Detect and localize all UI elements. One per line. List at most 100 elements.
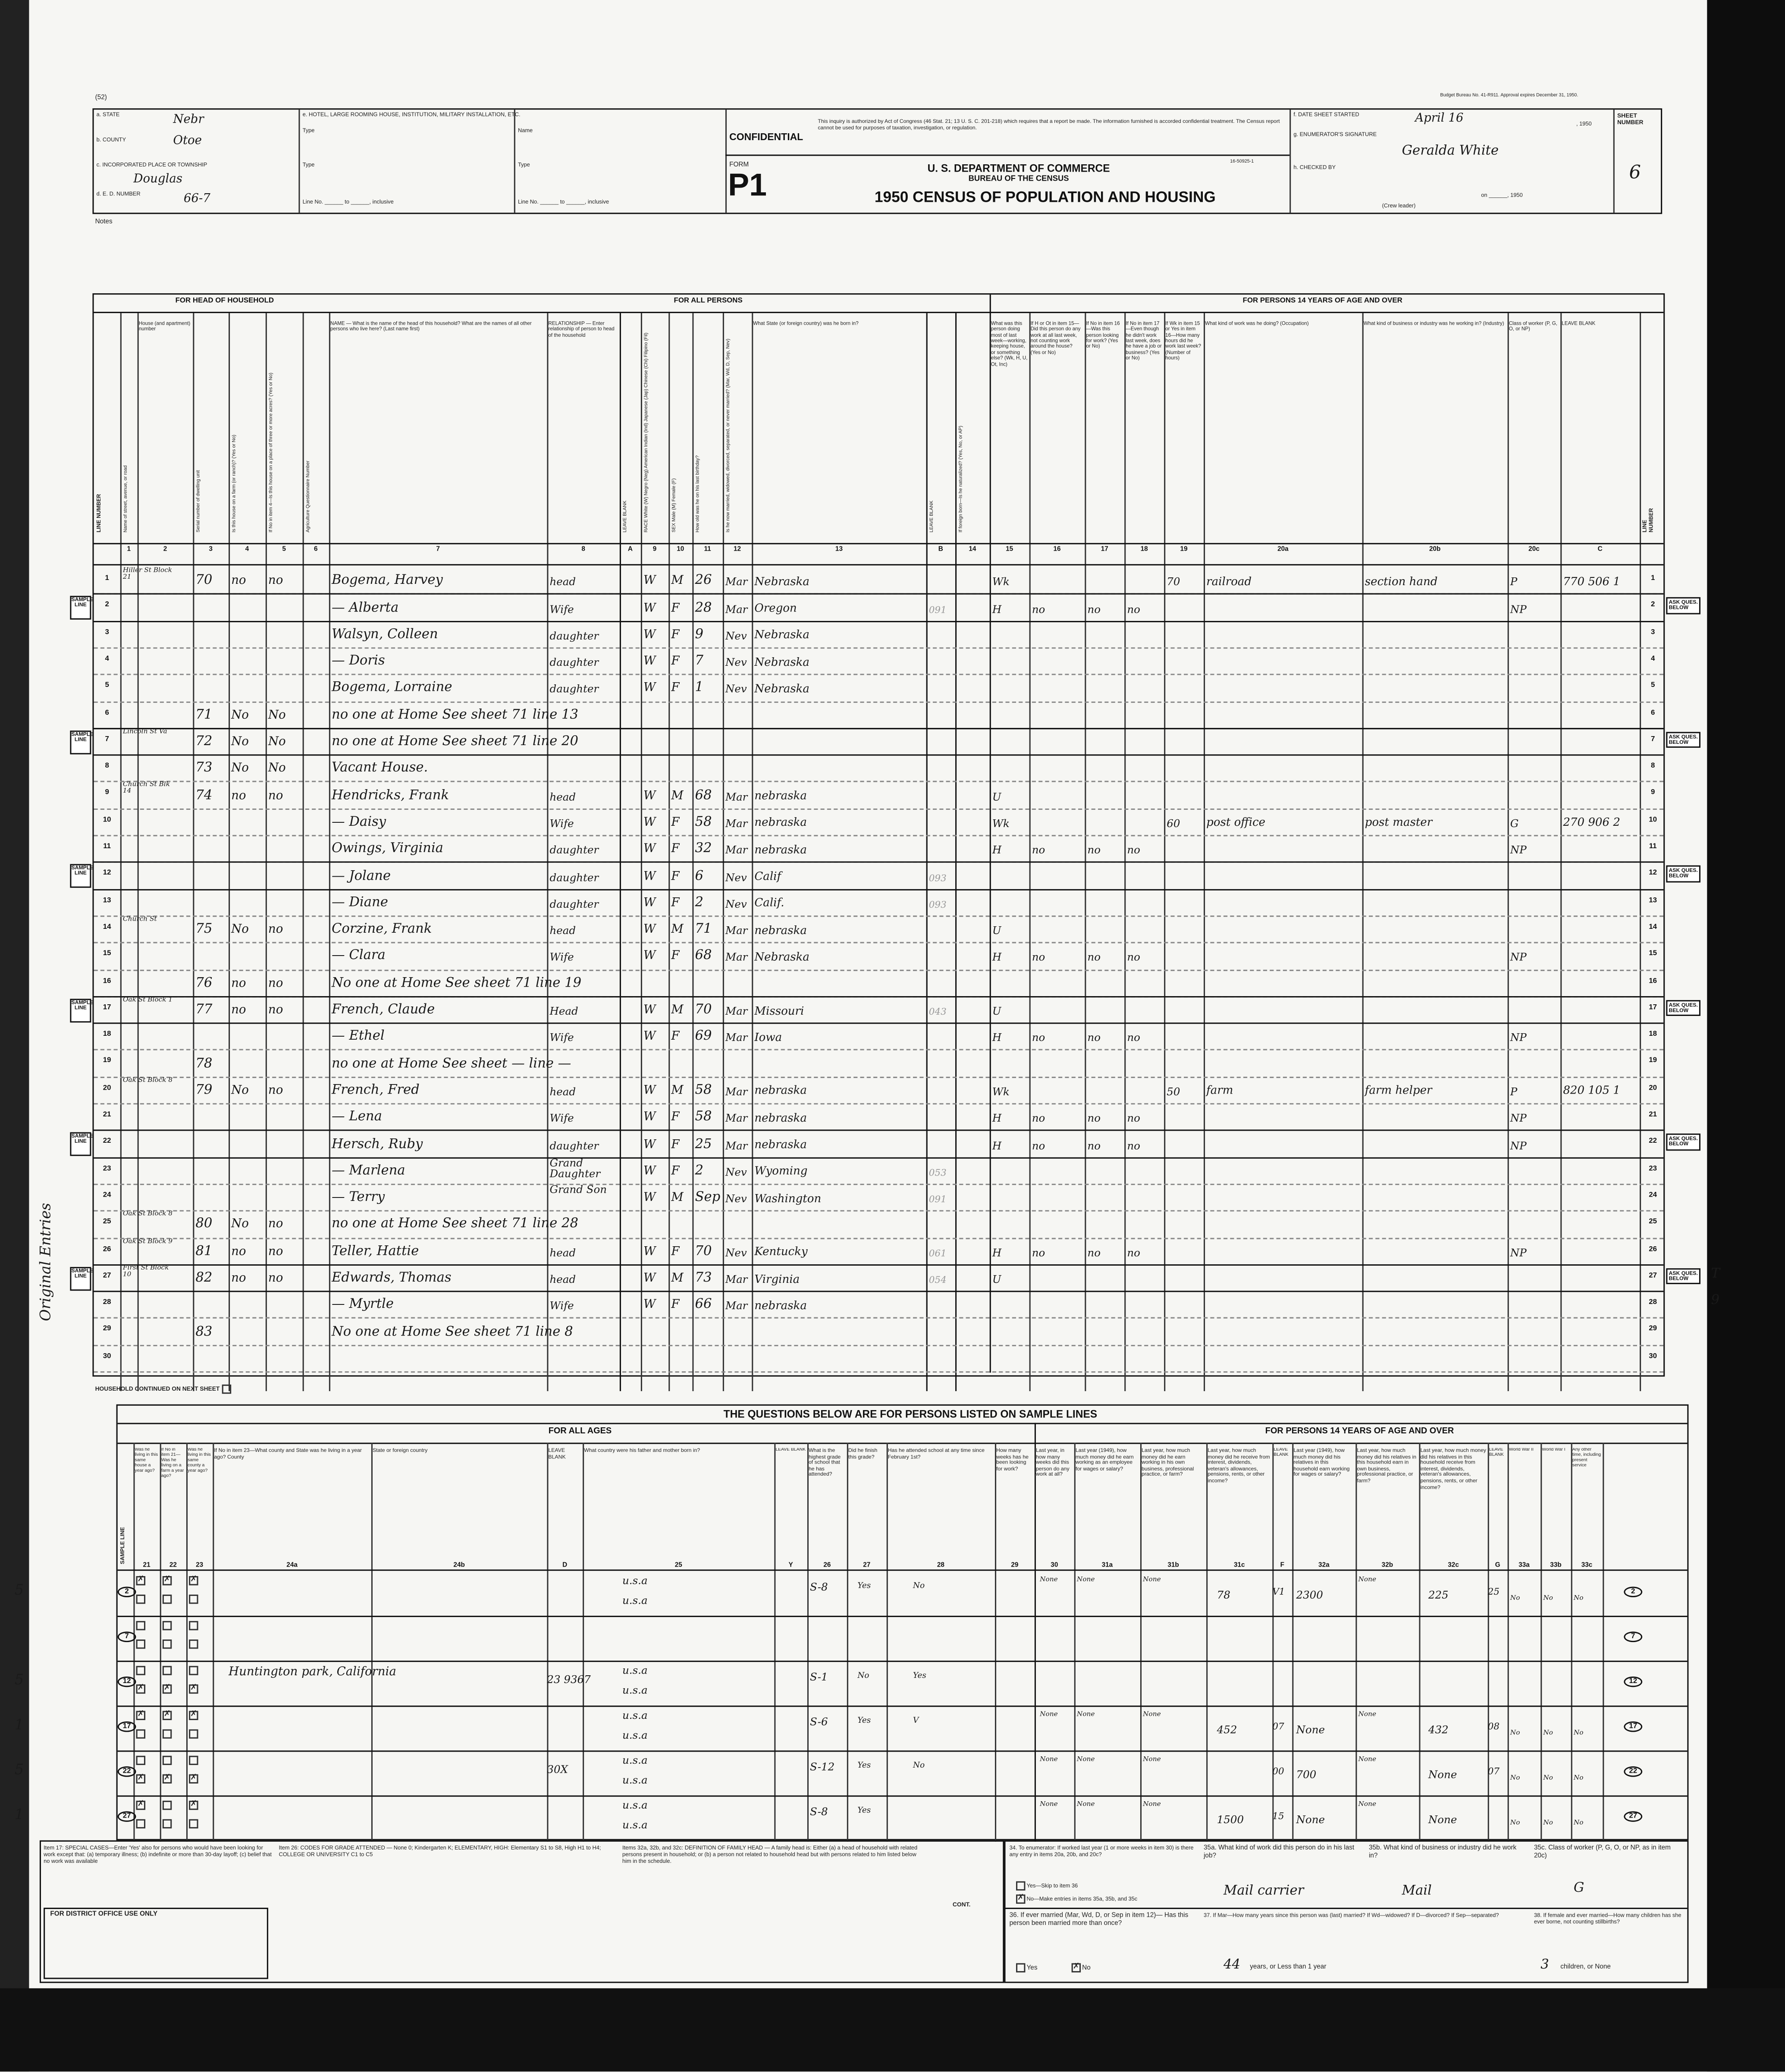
cell-c8[interactable]: Wife <box>549 1300 574 1313</box>
wage-income[interactable]: None <box>1076 1755 1095 1764</box>
cell-c19[interactable]: 70 <box>1167 576 1180 589</box>
cell-c4[interactable]: No <box>231 762 249 776</box>
grade-attended[interactable]: S-1 <box>810 1671 828 1683</box>
cell-c10[interactable]: F <box>671 1111 680 1125</box>
cell-c3[interactable]: 75 <box>195 922 213 937</box>
cell-c1[interactable]: Oak St Block 8 <box>122 1210 173 1219</box>
cell-c18[interactable]: no <box>1127 1032 1140 1044</box>
served-ww1[interactable]: No <box>1543 1774 1553 1782</box>
wage-income[interactable]: None <box>1076 1576 1095 1584</box>
cell-c13[interactable]: Nebraska <box>754 951 809 965</box>
cell-c7[interactable]: — Diane <box>331 895 388 910</box>
yes-checkbox[interactable] <box>136 1666 147 1675</box>
cell-c17[interactable]: no <box>1087 844 1101 857</box>
cell-c4[interactable]: No <box>231 924 249 937</box>
cell-c3[interactable]: 82 <box>195 1271 213 1286</box>
business-income[interactable]: None <box>1143 1576 1161 1584</box>
cell-c20c[interactable]: NP <box>1510 1139 1527 1152</box>
business-income[interactable]: None <box>1143 1711 1161 1719</box>
cell-c15[interactable]: U <box>992 925 1001 937</box>
relatives-other-income[interactable]: 225 <box>1428 1589 1449 1602</box>
cell-c11[interactable]: 58 <box>695 1110 712 1125</box>
cell-c9[interactable]: W <box>643 1004 656 1018</box>
yes-checkbox[interactable] <box>162 1621 173 1630</box>
cell-c13[interactable]: nebraska <box>754 1085 807 1099</box>
yes-checkbox[interactable]: ✗ <box>136 1576 147 1586</box>
cell-c10[interactable]: M <box>671 790 684 803</box>
cell-c11[interactable]: Sep <box>695 1190 721 1205</box>
cell-c16[interactable]: no <box>1032 1032 1045 1044</box>
cell-c5[interactable]: no <box>268 790 283 803</box>
cell-c12[interactable]: Nev <box>725 630 747 642</box>
cell-c7[interactable]: French, Fred <box>331 1083 420 1098</box>
cell-c3[interactable]: 78 <box>195 1056 213 1071</box>
cell-c8[interactable]: head <box>549 925 576 937</box>
q34-no-option[interactable]: ✗ No—Make entries in items 35a, 35b, and … <box>1016 1894 1137 1904</box>
place-value[interactable]: Douglas <box>133 173 182 186</box>
cell-c13[interactable]: Nebraska <box>754 683 809 696</box>
no-checkbox[interactable] <box>162 1819 173 1829</box>
cell-c17[interactable]: no <box>1087 1113 1101 1125</box>
cell-c4[interactable]: No <box>231 736 249 749</box>
cell-c9[interactable]: W <box>643 1245 656 1259</box>
cell-c11[interactable]: 70 <box>695 1003 712 1018</box>
cell-c20c[interactable]: NP <box>1510 844 1527 857</box>
cell-c7[interactable]: — Lena <box>331 1110 382 1125</box>
father-birthplace[interactable]: u.s.a <box>622 1664 648 1677</box>
cell-c10[interactable]: F <box>671 682 680 696</box>
business-income[interactable]: None <box>1143 1800 1161 1809</box>
leave-blank-g[interactable]: 08 <box>1487 1721 1500 1732</box>
cell-c1[interactable]: First St Block 10 <box>122 1264 169 1279</box>
cell-c7[interactable]: Bogema, Lorraine <box>331 681 452 696</box>
cell-c17[interactable]: no <box>1087 1032 1101 1044</box>
cell-c7[interactable]: no one at Home See sheet 71 line 13 <box>331 708 579 723</box>
cell-c9[interactable]: W <box>643 575 656 589</box>
cell-c7[interactable]: Hendricks, Frank <box>331 788 449 803</box>
cell-c9[interactable]: W <box>643 870 656 884</box>
cell-c9[interactable]: W <box>643 1111 656 1125</box>
yes-checkbox[interactable] <box>136 1755 147 1765</box>
cell-c12[interactable]: Mar <box>725 603 748 615</box>
cell-c7[interactable]: — Doris <box>331 654 385 669</box>
father-birthplace[interactable]: u.s.a <box>622 1799 648 1812</box>
cell-c10[interactable]: F <box>671 843 680 857</box>
mother-birthplace[interactable]: u.s.a <box>622 1819 648 1831</box>
cell-cc[interactable]: 820 105 1 <box>1563 1085 1620 1099</box>
cell-c8[interactable]: head <box>549 1086 576 1098</box>
no-checkbox[interactable] <box>189 1819 200 1829</box>
cell-c12[interactable]: Mar <box>725 1113 748 1125</box>
cell-c5[interactable]: No <box>268 762 286 776</box>
cell-c13[interactable]: Oregon <box>754 602 797 616</box>
cell-c8[interactable]: head <box>549 1273 576 1286</box>
cell-c7[interactable]: Vacant House. <box>331 761 428 776</box>
yes-checkbox[interactable] <box>136 1621 147 1630</box>
ed-value[interactable]: 66-7 <box>183 193 210 206</box>
cell-c9[interactable]: W <box>643 1192 656 1205</box>
cell-c13[interactable]: nebraska <box>754 1139 807 1152</box>
cell-c13[interactable]: nebraska <box>754 1112 807 1125</box>
relatives-other-income[interactable]: 432 <box>1428 1724 1449 1736</box>
cell-c19[interactable]: 50 <box>1167 1086 1180 1098</box>
cell-c3[interactable]: 83 <box>195 1324 213 1339</box>
mother-birthplace[interactable]: u.s.a <box>622 1684 648 1696</box>
cell-c13[interactable]: Iowa <box>754 1031 782 1045</box>
q36-yes-option[interactable]: Yes <box>1016 1963 1038 1973</box>
yes-checkbox[interactable]: ✗ <box>162 1576 173 1586</box>
cell-c15[interactable]: H <box>992 1139 1002 1152</box>
served-ww2[interactable]: No <box>1510 1774 1520 1782</box>
cell-c7[interactable]: Bogema, Harvey <box>331 574 443 589</box>
relatives-wage-income[interactable]: 2300 <box>1296 1589 1323 1602</box>
father-birthplace[interactable]: u.s.a <box>622 1574 648 1587</box>
cell-c7[interactable]: Owings, Virginia <box>331 842 443 857</box>
cell-c5[interactable]: no <box>268 1272 283 1286</box>
cell-c16[interactable]: no <box>1032 1113 1045 1125</box>
cell-c10[interactable]: M <box>671 1272 684 1286</box>
no-checkbox[interactable]: ✗ <box>162 1684 173 1694</box>
cell-c3[interactable]: 77 <box>195 1003 213 1018</box>
sheet-number[interactable]: 6 <box>1629 162 1641 184</box>
cell-cb[interactable]: 053 <box>929 1167 947 1179</box>
answer-35c[interactable]: G <box>1573 1881 1584 1896</box>
cell-c16[interactable]: no <box>1032 844 1045 857</box>
cell-cb[interactable]: 091 <box>929 1194 947 1205</box>
cell-c5[interactable]: No <box>268 736 286 749</box>
